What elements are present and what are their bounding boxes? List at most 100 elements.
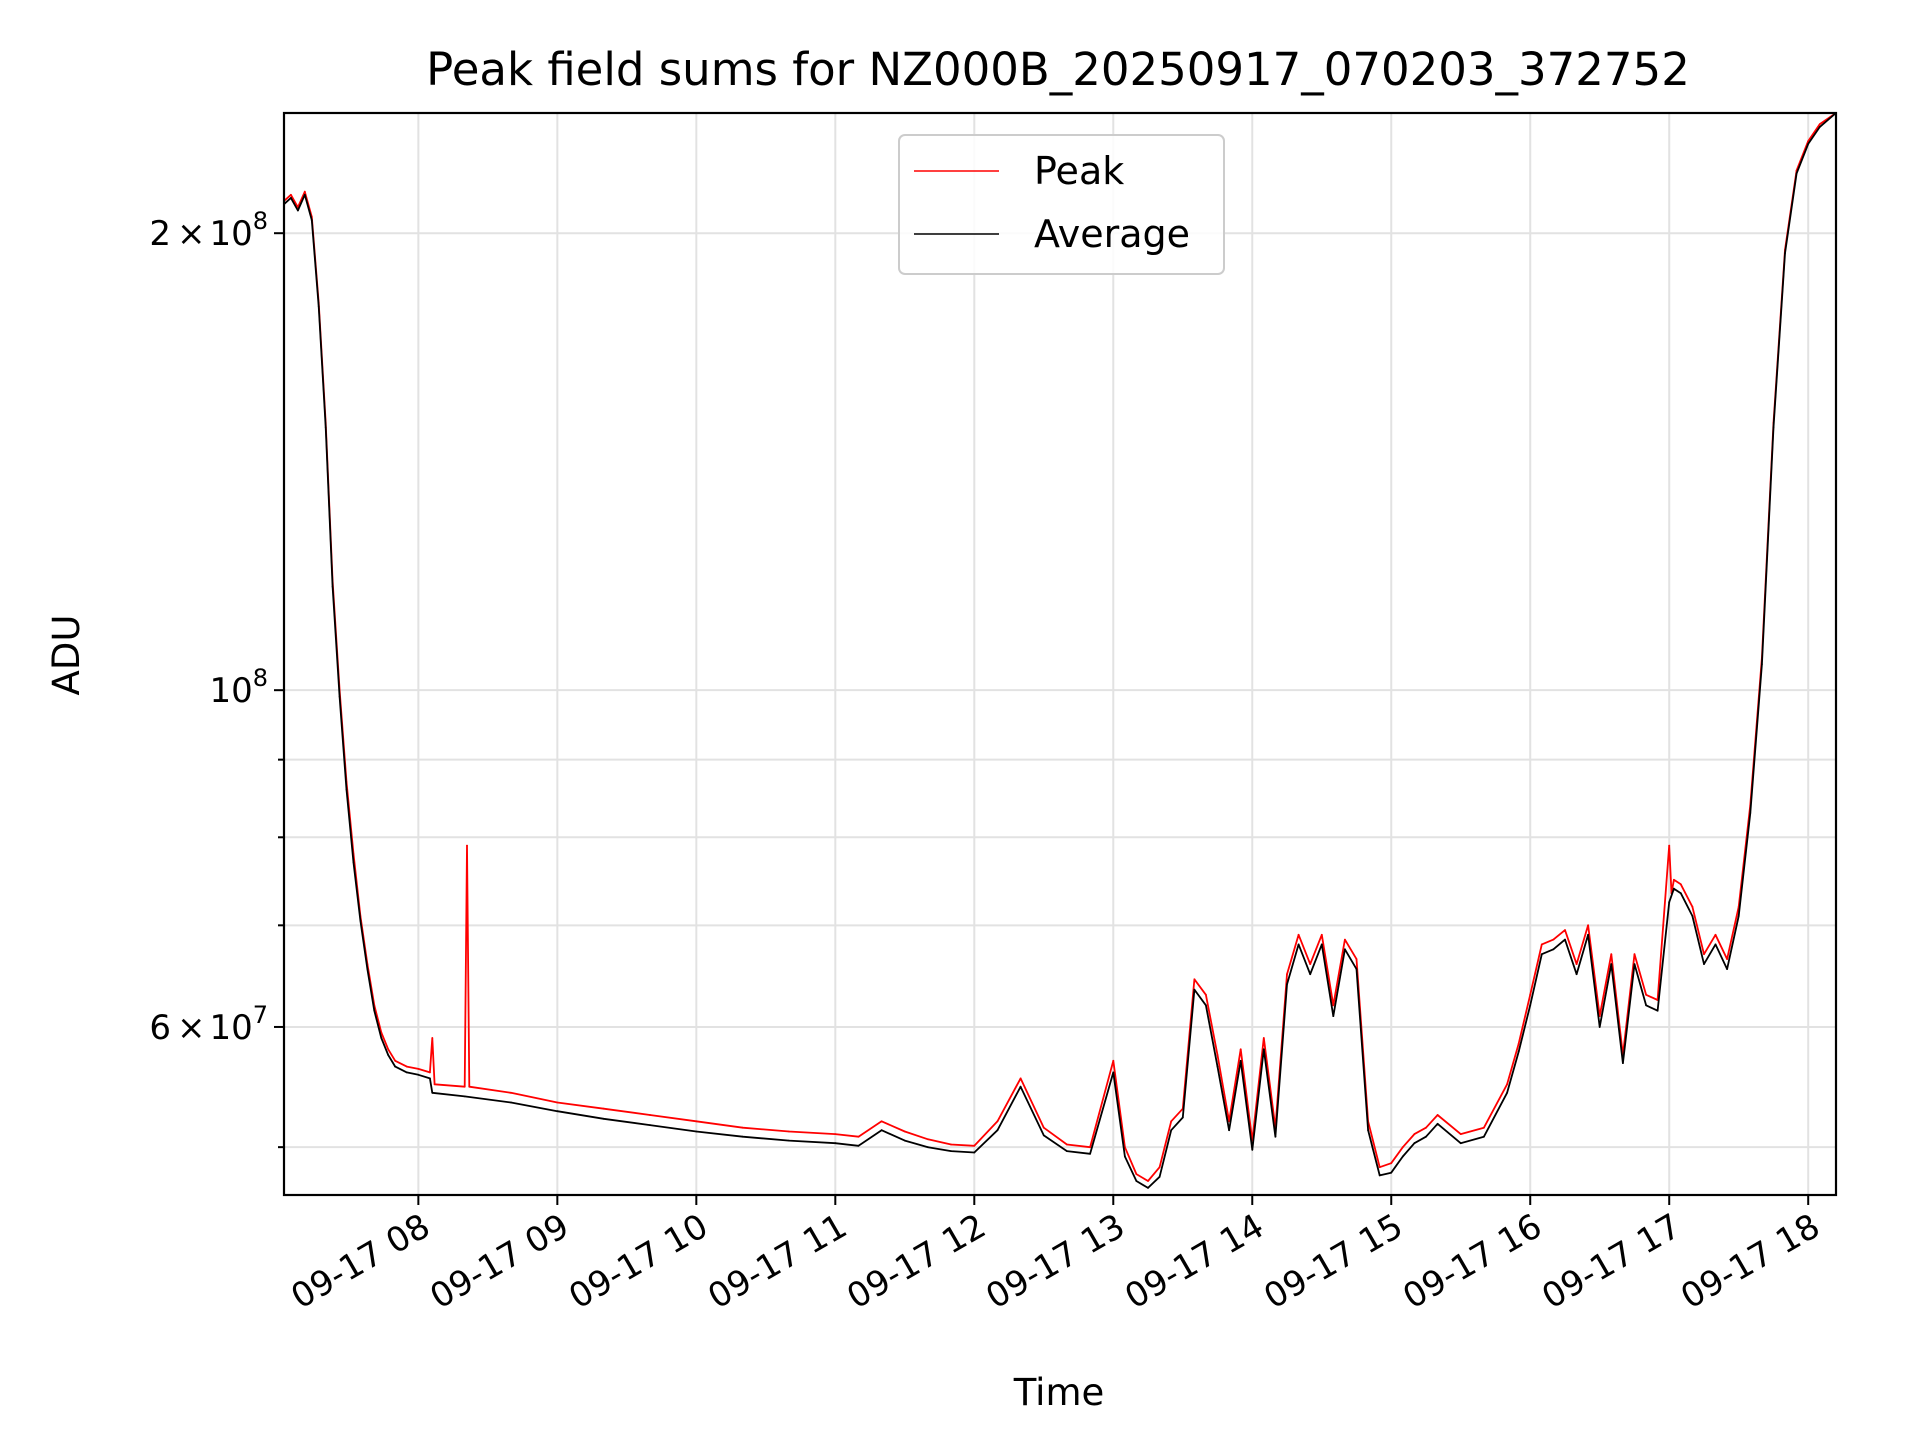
data-point — [1506, 1083, 1508, 1086]
legend: Peak Average — [898, 134, 1225, 275]
data-point — [1216, 1054, 1219, 1056]
legend-label-average: Average — [1034, 212, 1190, 256]
data-point — [1332, 1015, 1335, 1017]
data-point — [649, 1114, 651, 1116]
data-point — [387, 1054, 390, 1056]
data-point — [1587, 924, 1589, 927]
data-point — [927, 1146, 929, 1149]
plot-series — [283, 112, 1837, 1189]
data-point — [1691, 905, 1694, 908]
data-point — [1691, 915, 1694, 917]
data-point — [1436, 1114, 1439, 1116]
data-point — [1425, 1126, 1427, 1129]
data-point — [903, 1130, 906, 1133]
data-point — [1355, 958, 1358, 960]
data-point — [1436, 1122, 1439, 1125]
data-point — [429, 1071, 431, 1074]
data-point — [510, 1091, 512, 1094]
data-point — [1228, 1129, 1230, 1132]
data-point — [1679, 883, 1682, 886]
data-point — [1673, 887, 1675, 890]
data-point — [1309, 973, 1312, 976]
data-point — [1158, 1175, 1161, 1178]
data-point — [429, 1077, 431, 1080]
data-point — [1679, 892, 1682, 895]
data-point — [1564, 938, 1566, 941]
data-point — [695, 1120, 698, 1123]
data-point — [297, 209, 299, 212]
data-point — [1818, 123, 1821, 125]
data-point — [1413, 1133, 1416, 1135]
data-point — [927, 1138, 929, 1141]
data-point — [788, 1139, 790, 1142]
data-point — [1112, 1059, 1115, 1062]
data-point — [431, 1037, 434, 1039]
data-point — [1297, 933, 1300, 936]
data-point — [1378, 1166, 1381, 1169]
data-point — [857, 1144, 860, 1147]
data-point — [303, 190, 306, 193]
data-point — [1807, 143, 1810, 145]
data-point — [394, 1059, 397, 1062]
data-point — [1066, 1150, 1068, 1152]
data-point — [1042, 1134, 1045, 1137]
data-point — [1135, 1173, 1138, 1175]
data-point — [1193, 978, 1196, 981]
data-point — [1309, 963, 1312, 965]
data-point — [695, 1130, 698, 1133]
data-point — [1274, 1135, 1277, 1138]
data-point — [834, 1133, 837, 1135]
series-average — [283, 112, 1837, 1189]
data-point — [1205, 993, 1207, 996]
data-point — [1205, 1004, 1207, 1007]
data-point — [1332, 1004, 1335, 1007]
data-point — [1529, 993, 1532, 996]
data-point — [950, 1143, 952, 1146]
data-point — [788, 1130, 790, 1133]
data-point — [1529, 1004, 1532, 1007]
data-point — [1135, 1180, 1138, 1182]
data-point — [1668, 901, 1671, 904]
data-point — [1066, 1143, 1068, 1146]
data-point — [1089, 1146, 1091, 1149]
data-point — [1089, 1152, 1091, 1155]
data-point — [1818, 126, 1821, 128]
data-point — [463, 1095, 466, 1098]
data-point — [1656, 1009, 1659, 1012]
data-point — [510, 1101, 512, 1104]
data-point — [1216, 1065, 1219, 1068]
data-point — [417, 1068, 420, 1070]
data-point — [1147, 1187, 1149, 1189]
data-point — [1286, 983, 1288, 986]
series-line-peak — [283, 112, 1837, 1182]
data-point — [1262, 1048, 1265, 1051]
data-point — [1228, 1120, 1230, 1123]
data-point — [1506, 1091, 1508, 1094]
data-point — [950, 1150, 952, 1152]
data-point — [310, 219, 313, 222]
data-point — [338, 695, 341, 698]
data-point — [394, 1065, 397, 1068]
data-point — [431, 1091, 434, 1094]
data-point — [1459, 1133, 1462, 1135]
x-axis-label: Time — [1013, 1371, 1105, 1414]
grid — [284, 113, 1836, 1195]
data-point — [352, 861, 355, 864]
data-point — [468, 1085, 471, 1088]
data-point — [556, 1110, 559, 1113]
data-point — [317, 305, 320, 308]
data-point — [1124, 1155, 1126, 1158]
data-point — [1645, 1004, 1647, 1007]
data-point — [1703, 953, 1705, 956]
data-point — [602, 1107, 605, 1110]
plot-frame — [282, 111, 1838, 1197]
data-point — [1575, 973, 1578, 976]
data-point — [880, 1120, 883, 1123]
data-point — [1239, 1048, 1242, 1051]
data-point — [1367, 1129, 1369, 1132]
data-point — [880, 1129, 883, 1132]
series-line-average — [283, 112, 1837, 1189]
data-point — [1019, 1077, 1022, 1080]
data-point — [1483, 1135, 1485, 1138]
data-point — [834, 1142, 837, 1145]
